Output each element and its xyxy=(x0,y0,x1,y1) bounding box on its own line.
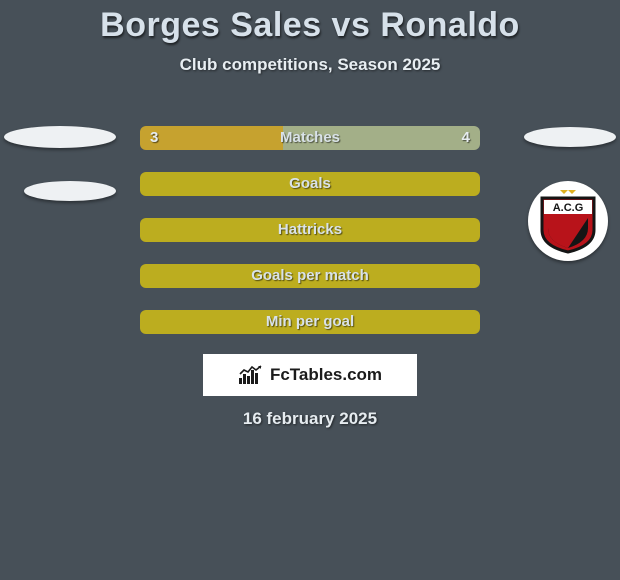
comparison-bars: Matches3 4 Goals Hattricks Goals per match Mi… xyxy=(140,126,480,356)
bar-value-right: 4 xyxy=(462,126,470,150)
bar-value-left: 3 xyxy=(150,126,158,150)
bar-row: Matches3 4 xyxy=(140,126,480,150)
comparison-date: 16 february 2025 xyxy=(0,409,620,429)
bar-row: Goals per match xyxy=(140,264,480,288)
brand-badge: FcTables.com xyxy=(203,354,417,396)
brand-logo-icon xyxy=(238,364,264,386)
brand-label: FcTables.com xyxy=(270,365,382,385)
club-right-crest-icon: A.C.G xyxy=(538,188,598,254)
player-left-avatar-placeholder xyxy=(4,126,116,148)
bar-label: Min per goal xyxy=(140,310,480,334)
bar-label: Hattricks xyxy=(140,218,480,242)
bar-label: Goals xyxy=(140,172,480,196)
bar-row: Min per goal xyxy=(140,310,480,334)
comparison-infographic: Borges Sales vs Ronaldo Club competition… xyxy=(0,0,620,580)
bar-label: Matches xyxy=(140,126,480,150)
player-right-avatar-placeholder xyxy=(524,127,616,147)
club-right-badge: A.C.G xyxy=(528,181,608,261)
bar-row: Goals xyxy=(140,172,480,196)
bar-label: Goals per match xyxy=(140,264,480,288)
page-title: Borges Sales vs Ronaldo xyxy=(0,6,620,45)
page-subtitle: Club competitions, Season 2025 xyxy=(0,55,620,75)
bar-row: Hattricks xyxy=(140,218,480,242)
club-left-avatar-placeholder xyxy=(24,181,116,201)
svg-text:A.C.G: A.C.G xyxy=(553,202,584,214)
